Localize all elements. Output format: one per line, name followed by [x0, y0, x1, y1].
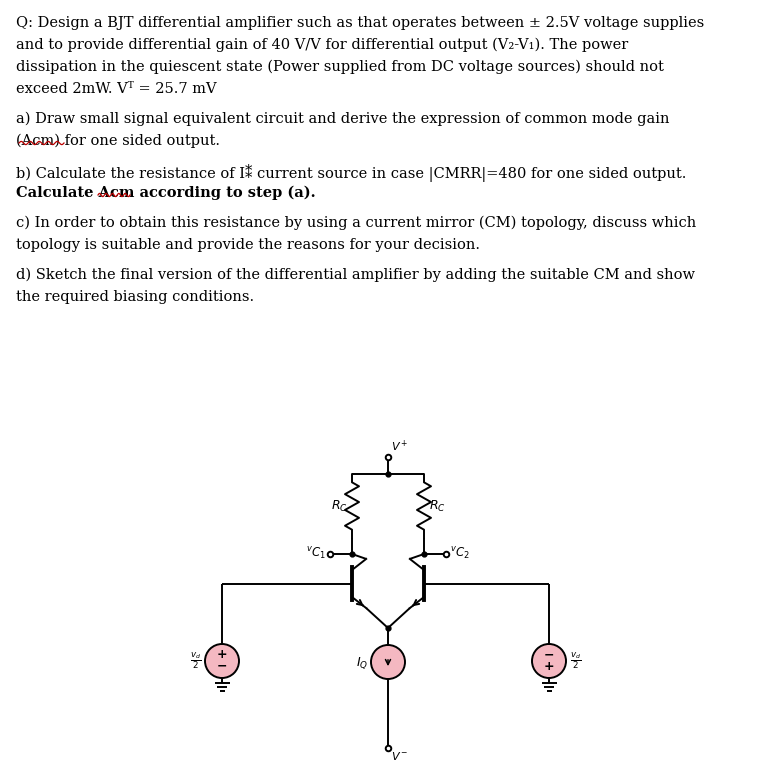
Text: exceed 2mW. Vᵀ = 25.7 mV: exceed 2mW. Vᵀ = 25.7 mV	[16, 82, 217, 96]
Text: −: −	[217, 660, 228, 672]
Text: +: +	[217, 648, 228, 661]
Text: $^{v}C_2$: $^{v}C_2$	[450, 546, 470, 562]
Text: $R_C$: $R_C$	[429, 498, 446, 513]
Text: $^{v}C_1$: $^{v}C_1$	[306, 546, 326, 562]
Text: −: −	[544, 648, 554, 661]
Text: c) In order to obtain this resistance by using a current mirror (CM) topology, d: c) In order to obtain this resistance by…	[16, 216, 697, 230]
Text: b) Calculate the resistance of I⁑ current source in case |CMRR|=480 for one side: b) Calculate the resistance of I⁑ curren…	[16, 164, 687, 182]
Text: (Acm) for one sided output.: (Acm) for one sided output.	[16, 134, 220, 148]
Text: $I_Q$: $I_Q$	[356, 655, 368, 671]
Text: the required biasing conditions.: the required biasing conditions.	[16, 290, 254, 304]
Text: $\frac{v_d}{2}$: $\frac{v_d}{2}$	[570, 651, 581, 672]
Circle shape	[371, 645, 405, 679]
Text: and to provide differential gain of 40 V/V for differential output (V₂-V₁). The : and to provide differential gain of 40 V…	[16, 38, 628, 52]
Text: a) Draw small signal equivalent circuit and derive the expression of common mode: a) Draw small signal equivalent circuit …	[16, 112, 670, 126]
Text: d) Sketch the final version of the differential amplifier by adding the suitable: d) Sketch the final version of the diffe…	[16, 268, 695, 282]
Text: $V^+$: $V^+$	[391, 438, 409, 454]
Text: Q: Design a BJT differential amplifier such as that operates between ± 2.5V volt: Q: Design a BJT differential amplifier s…	[16, 16, 704, 30]
Circle shape	[205, 644, 239, 678]
Text: $\frac{v_d}{2}$: $\frac{v_d}{2}$	[190, 651, 201, 672]
Circle shape	[532, 644, 566, 678]
Text: Calculate Acm according to step (a).: Calculate Acm according to step (a).	[16, 186, 316, 200]
Text: $V^-$: $V^-$	[391, 750, 409, 762]
Text: $R_C$: $R_C$	[331, 498, 348, 513]
Text: +: +	[543, 660, 554, 672]
Text: dissipation in the quiescent state (Power supplied from DC voltage sources) shou: dissipation in the quiescent state (Powe…	[16, 60, 664, 74]
Text: topology is suitable and provide the reasons for your decision.: topology is suitable and provide the rea…	[16, 238, 480, 252]
